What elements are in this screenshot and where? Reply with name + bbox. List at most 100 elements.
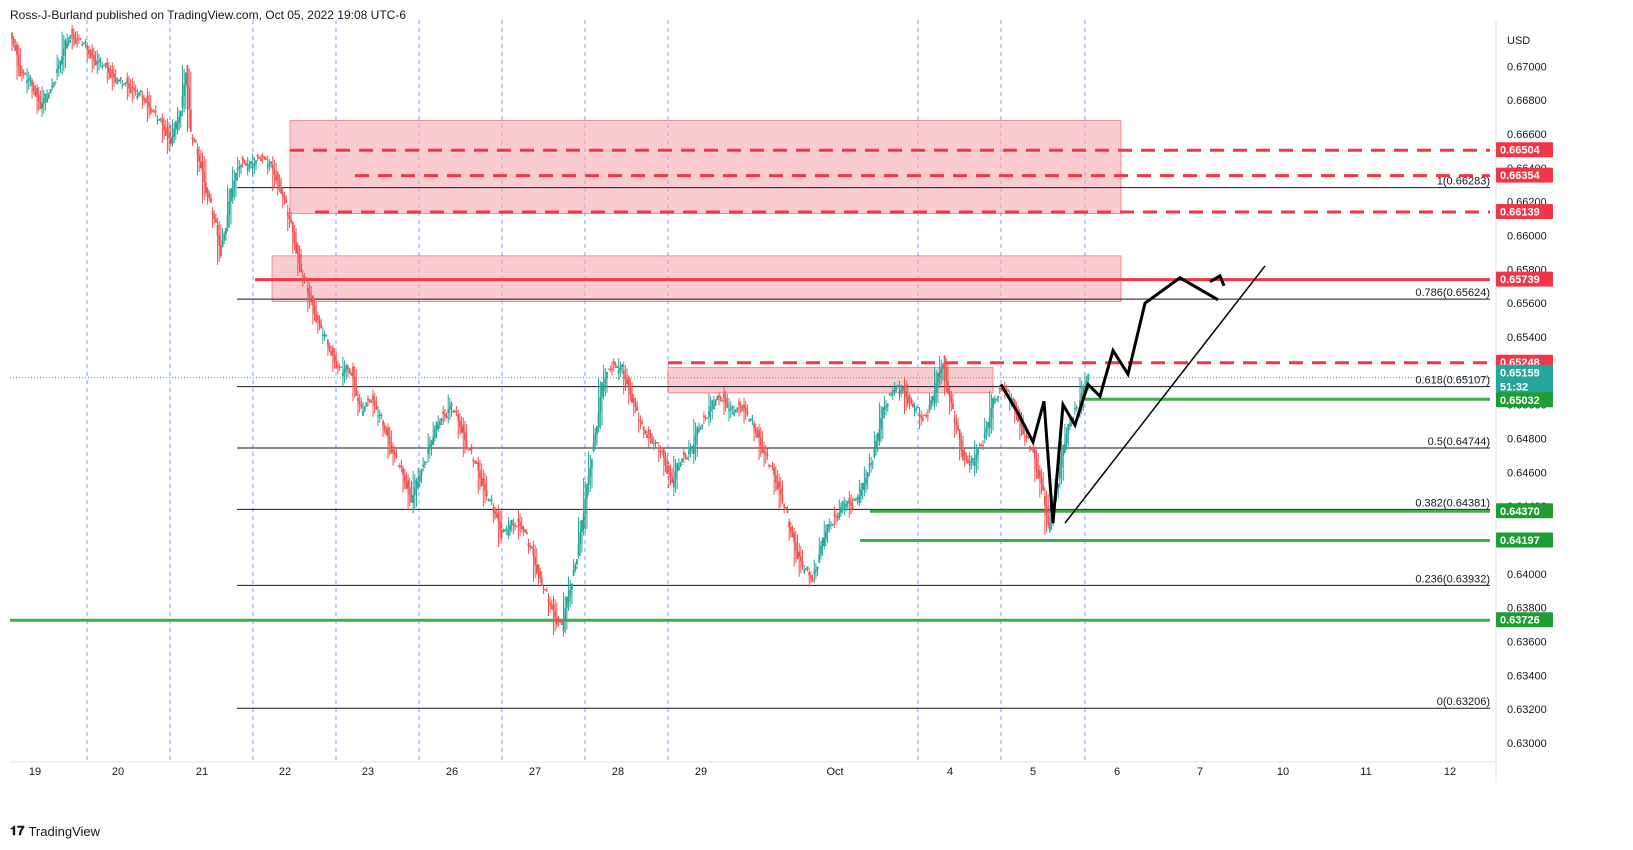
candle-body — [609, 368, 612, 370]
candle-body — [1020, 420, 1023, 428]
candle-body — [288, 215, 291, 220]
candle-body — [801, 561, 804, 567]
candle-body — [647, 429, 650, 434]
candle-body — [196, 148, 199, 156]
candle-body — [652, 443, 655, 445]
candle-body — [788, 521, 791, 527]
candle-body — [47, 93, 50, 99]
candle-body — [826, 523, 829, 532]
candle-body — [572, 570, 575, 576]
candle-body — [813, 571, 816, 575]
candle-body — [303, 277, 306, 279]
candle-body — [569, 589, 572, 596]
candle-body — [402, 468, 404, 476]
candle-body — [118, 79, 120, 82]
candle-body — [310, 297, 313, 302]
fib-level-label: 0.382(0.64381) — [1415, 497, 1490, 509]
candle-body — [606, 372, 608, 379]
candle-body — [452, 410, 455, 412]
candle-body — [87, 49, 90, 55]
candle-body — [1067, 423, 1070, 434]
candle-body — [544, 589, 547, 591]
candle-body — [703, 415, 705, 417]
candle-body — [417, 481, 420, 489]
candle-body — [263, 156, 266, 159]
candle-body — [51, 85, 54, 88]
candle-body — [489, 499, 491, 501]
candle-body — [437, 425, 440, 429]
candle-body — [995, 398, 998, 401]
candle-body — [504, 529, 506, 531]
footer-brand[interactable]: 𝟏𝟕 TradingView — [10, 824, 100, 839]
candle-body — [1005, 388, 1008, 391]
candle-body — [443, 413, 446, 416]
candle-body — [848, 498, 851, 502]
candle-body — [769, 465, 772, 467]
candle-body — [226, 214, 229, 228]
candle-body — [459, 420, 461, 427]
candle-body — [467, 447, 470, 449]
candle-body — [774, 474, 777, 483]
candle-body — [987, 422, 989, 428]
candle-body — [686, 457, 689, 460]
candle-body — [98, 60, 100, 62]
candle-body — [957, 425, 959, 430]
candle-body — [674, 471, 677, 480]
candle-body — [875, 440, 877, 449]
candle-body — [582, 513, 585, 529]
candle-body — [203, 171, 206, 183]
candle-body — [921, 418, 924, 421]
candle-body — [403, 475, 406, 483]
candle-body — [586, 483, 588, 499]
y-tick-label: 0.64800 — [1507, 434, 1547, 446]
candle-body — [153, 110, 155, 112]
candle-body — [368, 399, 371, 402]
candle-body — [427, 449, 430, 454]
x-tick-label: 27 — [529, 766, 541, 778]
candle-body — [771, 466, 774, 468]
candle-body — [945, 368, 948, 382]
candle-body — [525, 531, 528, 535]
candle-body — [624, 374, 627, 380]
candle-body — [733, 412, 735, 415]
candle-body — [550, 605, 553, 610]
price-badge — [1496, 364, 1553, 380]
candle-body — [133, 88, 135, 91]
candle-body — [378, 415, 381, 417]
y-tick-label: 0.67000 — [1507, 61, 1547, 73]
candle-body — [654, 442, 657, 444]
candle-body — [1013, 400, 1016, 408]
candle-body — [1074, 407, 1076, 409]
price-badge — [1496, 167, 1553, 183]
candle-body — [348, 369, 351, 373]
candle-body — [990, 408, 993, 419]
candle-body — [565, 596, 568, 609]
candle-body — [764, 452, 767, 455]
candle-body — [799, 556, 802, 562]
candle-body — [340, 366, 343, 368]
x-tick-label: 22 — [279, 766, 291, 778]
candle-body — [422, 464, 425, 467]
candle-body — [704, 416, 707, 418]
candle-body — [918, 414, 921, 417]
candle-body — [729, 408, 732, 410]
candle-body — [776, 482, 779, 490]
candle-body — [840, 506, 842, 513]
candle-body — [358, 401, 361, 405]
candle-body — [965, 455, 968, 460]
x-tick-label: 29 — [695, 766, 707, 778]
candle-body — [589, 468, 592, 477]
candle-body — [211, 211, 214, 215]
price-badge — [1496, 612, 1553, 628]
candle-body — [629, 385, 632, 395]
candle-body — [484, 484, 486, 491]
candle-body — [36, 87, 38, 95]
candle-body — [789, 526, 792, 533]
candle-body — [667, 465, 670, 472]
candle-body — [335, 361, 338, 369]
candle-body — [1017, 414, 1020, 422]
candle-body — [21, 71, 23, 73]
candle-body — [659, 451, 662, 453]
candle-body — [462, 424, 465, 433]
